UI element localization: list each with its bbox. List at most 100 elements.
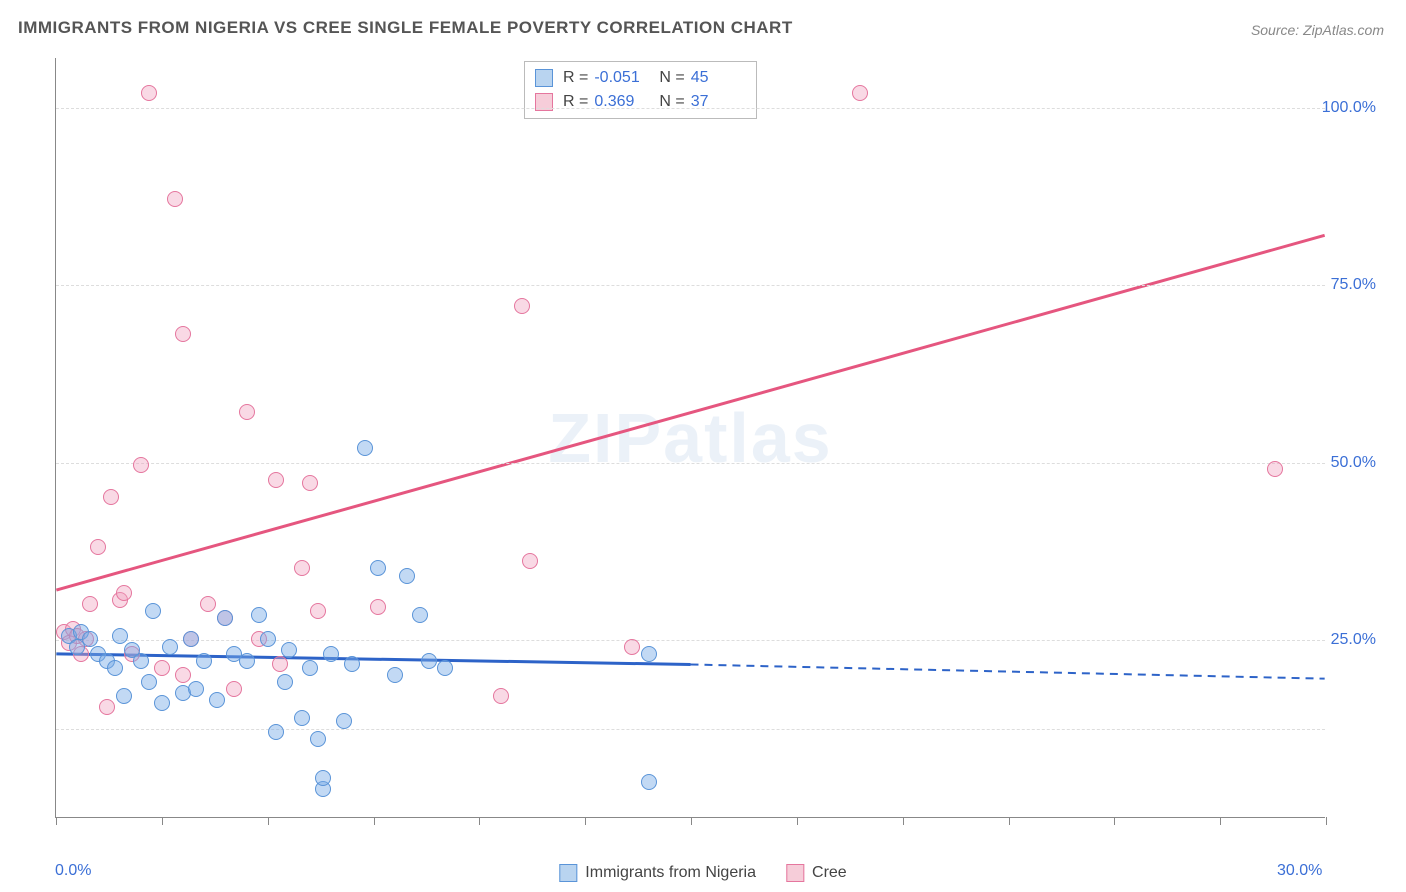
series-legend: Immigrants from Nigeria Cree <box>559 864 846 882</box>
x-tick-label: 0.0% <box>55 862 91 880</box>
data-point <box>514 298 530 314</box>
data-point <box>145 603 161 619</box>
data-point <box>493 688 509 704</box>
x-tick <box>797 817 798 825</box>
x-tick <box>1326 817 1327 825</box>
data-point <box>294 710 310 726</box>
trend-lines-layer <box>56 58 1325 817</box>
data-point <box>99 699 115 715</box>
data-point <box>1267 461 1283 477</box>
data-point <box>133 457 149 473</box>
source-label: Source: <box>1251 22 1299 38</box>
data-point <box>251 607 267 623</box>
x-tick-label: 30.0% <box>1277 862 1322 880</box>
data-point <box>277 674 293 690</box>
data-point <box>852 85 868 101</box>
data-point <box>133 653 149 669</box>
data-point <box>302 660 318 676</box>
data-point <box>175 667 191 683</box>
gridline-h <box>56 285 1325 286</box>
x-tick <box>162 817 163 825</box>
x-tick <box>691 817 692 825</box>
legend-series-label: Immigrants from Nigeria <box>585 864 756 882</box>
stat-r-label: R = <box>563 66 588 90</box>
legend-stat-row: R =0.369N =37 <box>535 90 746 114</box>
data-point <box>154 660 170 676</box>
x-tick <box>1220 817 1221 825</box>
data-point <box>226 681 242 697</box>
data-point <box>196 653 212 669</box>
stat-r-value: 0.369 <box>594 90 649 114</box>
x-tick <box>1114 817 1115 825</box>
stat-n-label: N = <box>659 66 684 90</box>
gridline-h <box>56 729 1325 730</box>
x-tick <box>585 817 586 825</box>
data-point <box>90 539 106 555</box>
legend-series-label: Cree <box>812 864 847 882</box>
data-point <box>310 603 326 619</box>
x-tick <box>374 817 375 825</box>
data-point <box>336 713 352 729</box>
trend-line-solid <box>56 654 690 665</box>
data-point <box>412 607 428 623</box>
legend-stat-row: R =-0.051N =45 <box>535 66 746 90</box>
data-point <box>344 656 360 672</box>
y-tick-label: 50.0% <box>1331 454 1376 472</box>
data-point <box>268 724 284 740</box>
trend-line-dashed <box>691 664 1325 678</box>
y-tick-label: 25.0% <box>1331 631 1376 649</box>
legend-series-item: Cree <box>786 864 847 882</box>
data-point <box>239 653 255 669</box>
gridline-h <box>56 640 1325 641</box>
data-point <box>183 631 199 647</box>
data-point <box>112 628 128 644</box>
x-tick <box>268 817 269 825</box>
gridline-h <box>56 463 1325 464</box>
data-point <box>641 646 657 662</box>
x-tick <box>56 817 57 825</box>
legend-swatch <box>535 69 553 87</box>
data-point <box>116 585 132 601</box>
gridline-h <box>56 108 1325 109</box>
data-point <box>387 667 403 683</box>
legend-swatch <box>786 864 804 882</box>
data-point <box>437 660 453 676</box>
stat-n-label: N = <box>659 90 684 114</box>
data-point <box>399 568 415 584</box>
plot-area: ZIPatlas R =-0.051N =45R =0.369N =37 <box>55 58 1325 818</box>
source-name: ZipAtlas.com <box>1303 22 1384 38</box>
data-point <box>370 560 386 576</box>
x-tick <box>1009 817 1010 825</box>
data-point <box>116 688 132 704</box>
data-point <box>310 731 326 747</box>
stat-r-value: -0.051 <box>594 66 649 90</box>
watermark: ZIPatlas <box>548 398 832 478</box>
data-point <box>522 553 538 569</box>
data-point <box>323 646 339 662</box>
chart-container: IMMIGRANTS FROM NIGERIA VS CREE SINGLE F… <box>0 0 1406 892</box>
x-tick <box>479 817 480 825</box>
data-point <box>302 475 318 491</box>
data-point <box>239 404 255 420</box>
data-point <box>82 596 98 612</box>
data-point <box>141 85 157 101</box>
data-point <box>162 639 178 655</box>
data-point <box>217 610 233 626</box>
legend-swatch <box>559 864 577 882</box>
data-point <box>294 560 310 576</box>
x-tick <box>903 817 904 825</box>
data-point <box>421 653 437 669</box>
data-point <box>260 631 276 647</box>
data-point <box>154 695 170 711</box>
chart-title: IMMIGRANTS FROM NIGERIA VS CREE SINGLE F… <box>18 18 793 38</box>
data-point <box>167 191 183 207</box>
data-point <box>315 770 331 786</box>
y-tick-label: 100.0% <box>1322 99 1376 117</box>
data-point <box>209 692 225 708</box>
data-point <box>624 639 640 655</box>
data-point <box>200 596 216 612</box>
data-point <box>641 774 657 790</box>
data-point <box>357 440 373 456</box>
y-tick-label: 75.0% <box>1331 276 1376 294</box>
stat-n-value: 37 <box>691 90 746 114</box>
